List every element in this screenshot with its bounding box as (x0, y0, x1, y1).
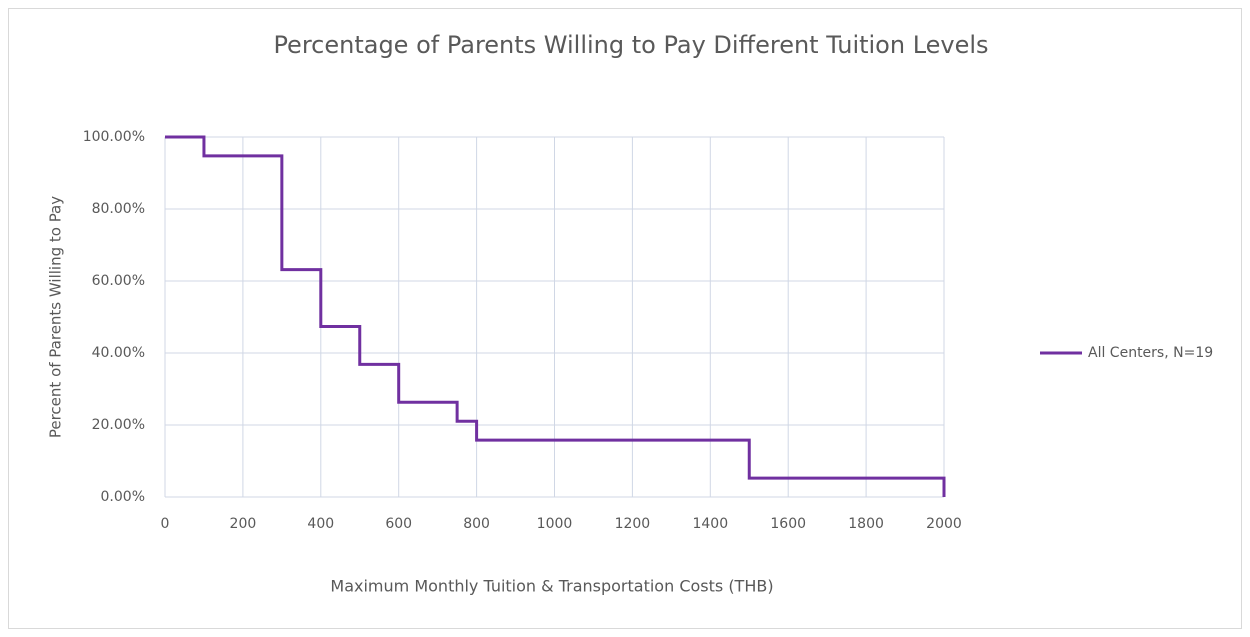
x-tick-label: 200 (230, 516, 257, 532)
x-tick-label: 1400 (692, 516, 728, 532)
y-tick-label: 40.00% (92, 345, 145, 361)
chart-frame (8, 8, 1242, 629)
x-tick-label: 2000 (926, 516, 962, 532)
legend-label: All Centers, N=19 (1088, 345, 1213, 361)
chart-title: Percentage of Parents Willing to Pay Dif… (273, 31, 988, 59)
x-axis-label: Maximum Monthly Tuition & Transportation… (330, 577, 773, 596)
step-line (165, 135, 946, 497)
x-tick-label: 600 (385, 516, 412, 532)
x-tick-label: 1600 (770, 516, 806, 532)
y-tick-label: 80.00% (92, 201, 145, 217)
y-tick-label: 0.00% (101, 489, 145, 505)
y-tick-label: 100.00% (83, 129, 145, 145)
x-tick-label: 800 (463, 516, 490, 532)
x-tick-label: 400 (307, 516, 334, 532)
y-axis-label: Percent of Parents Willing to Pay (47, 196, 65, 438)
x-tick-label: 1200 (615, 516, 651, 532)
x-tick-label: 1000 (537, 516, 573, 532)
x-tick-label: 0 (161, 516, 170, 532)
y-tick-label: 20.00% (92, 417, 145, 433)
y-tick-label: 60.00% (92, 273, 145, 289)
x-tick-label: 1800 (848, 516, 884, 532)
